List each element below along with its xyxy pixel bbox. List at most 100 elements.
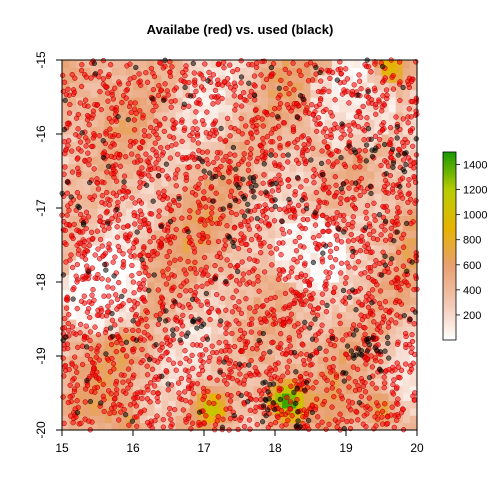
raster-cell: [218, 222, 226, 231]
available-point: [215, 309, 222, 315]
raster-cell: [331, 274, 340, 283]
raster-cell: [388, 89, 397, 98]
raster-cell: [360, 393, 368, 401]
raster-cell: [196, 60, 205, 68]
available-point: [94, 102, 101, 108]
raster-cell: [409, 311, 418, 320]
available-point: [286, 229, 293, 235]
raster-cell: [317, 178, 326, 187]
raster-cell: [239, 200, 248, 209]
available-point: [145, 332, 151, 338]
available-point: [193, 270, 199, 276]
raster-cell: [381, 104, 390, 113]
available-point: [282, 66, 288, 73]
raster-cell: [360, 289, 368, 298]
raster-cell: [168, 259, 177, 268]
available-point: [163, 350, 169, 356]
raster-cell: [289, 341, 297, 350]
available-point: [296, 234, 302, 241]
available-point: [88, 75, 94, 81]
raster-cell: [125, 208, 134, 216]
raster-cell: [346, 319, 354, 327]
raster-cell: [317, 60, 326, 68]
available-point: [231, 87, 237, 93]
available-point: [94, 312, 101, 318]
available-point: [186, 239, 193, 246]
raster-cell: [111, 356, 120, 364]
raster-cell: [196, 385, 205, 394]
raster-cell: [147, 385, 155, 394]
available-point: [196, 97, 202, 103]
available-point: [78, 148, 84, 154]
raster-cell: [211, 178, 219, 187]
raster-cell: [147, 274, 155, 283]
raster-cell: [260, 104, 269, 113]
raster-cell: [182, 304, 191, 313]
available-point: [322, 375, 328, 381]
raster-cell: [275, 304, 283, 313]
available-point: [159, 341, 165, 347]
available-point: [323, 286, 329, 292]
raster-cell: [189, 222, 198, 231]
available-point: [246, 417, 253, 423]
raster-cell: [225, 111, 233, 120]
available-point: [123, 327, 129, 334]
raster-cell: [346, 333, 354, 342]
raster-cell: [62, 208, 70, 216]
available-point: [127, 231, 133, 237]
raster-cell: [189, 393, 198, 401]
raster-cell: [140, 415, 148, 424]
raster-cell: [409, 370, 418, 379]
raster-cell: [296, 304, 304, 313]
available-point: [259, 153, 265, 160]
raster-cell: [275, 119, 283, 128]
available-point: [139, 395, 145, 402]
available-point: [387, 233, 394, 239]
raster-cell: [90, 156, 99, 165]
raster-cell: [104, 185, 113, 194]
raster-cell: [253, 348, 262, 357]
available-point: [390, 391, 397, 397]
raster-cell: [133, 82, 141, 91]
raster-cell: [147, 185, 155, 194]
available-point: [146, 173, 152, 179]
available-point: [140, 115, 146, 121]
raster-cell: [289, 245, 297, 253]
raster-cell: [409, 60, 418, 68]
available-point: [388, 155, 395, 161]
available-point: [112, 85, 118, 91]
raster-cell: [189, 97, 198, 105]
raster-cell: [374, 296, 383, 305]
raster-cell: [140, 230, 148, 239]
raster-cell: [83, 400, 91, 409]
raster-cell: [104, 230, 113, 239]
available-point: [121, 372, 127, 378]
raster-cell: [175, 60, 184, 68]
raster-cell: [111, 237, 120, 246]
raster-cell: [204, 378, 212, 387]
raster-cell: [239, 185, 248, 194]
raster-cell: [331, 82, 340, 91]
available-point: [246, 226, 253, 232]
raster-cell: [97, 267, 106, 276]
available-point: [284, 347, 290, 353]
available-point: [105, 90, 111, 96]
raster-cell: [125, 119, 134, 128]
available-point: [197, 205, 203, 211]
available-point: [72, 75, 78, 81]
raster-cell: [133, 148, 141, 157]
available-point: [89, 265, 96, 271]
raster-cell: [388, 126, 397, 135]
raster-cell: [161, 356, 170, 364]
raster-cell: [168, 171, 177, 179]
raster-cell: [289, 200, 297, 209]
available-point: [65, 399, 71, 406]
raster-cell: [239, 245, 248, 253]
raster-cell: [161, 363, 170, 372]
raster-cell: [331, 348, 340, 357]
available-point: [229, 330, 235, 337]
available-point: [107, 197, 113, 203]
available-point: [181, 125, 188, 131]
raster-cell: [289, 415, 297, 424]
raster-cell: [381, 326, 390, 335]
